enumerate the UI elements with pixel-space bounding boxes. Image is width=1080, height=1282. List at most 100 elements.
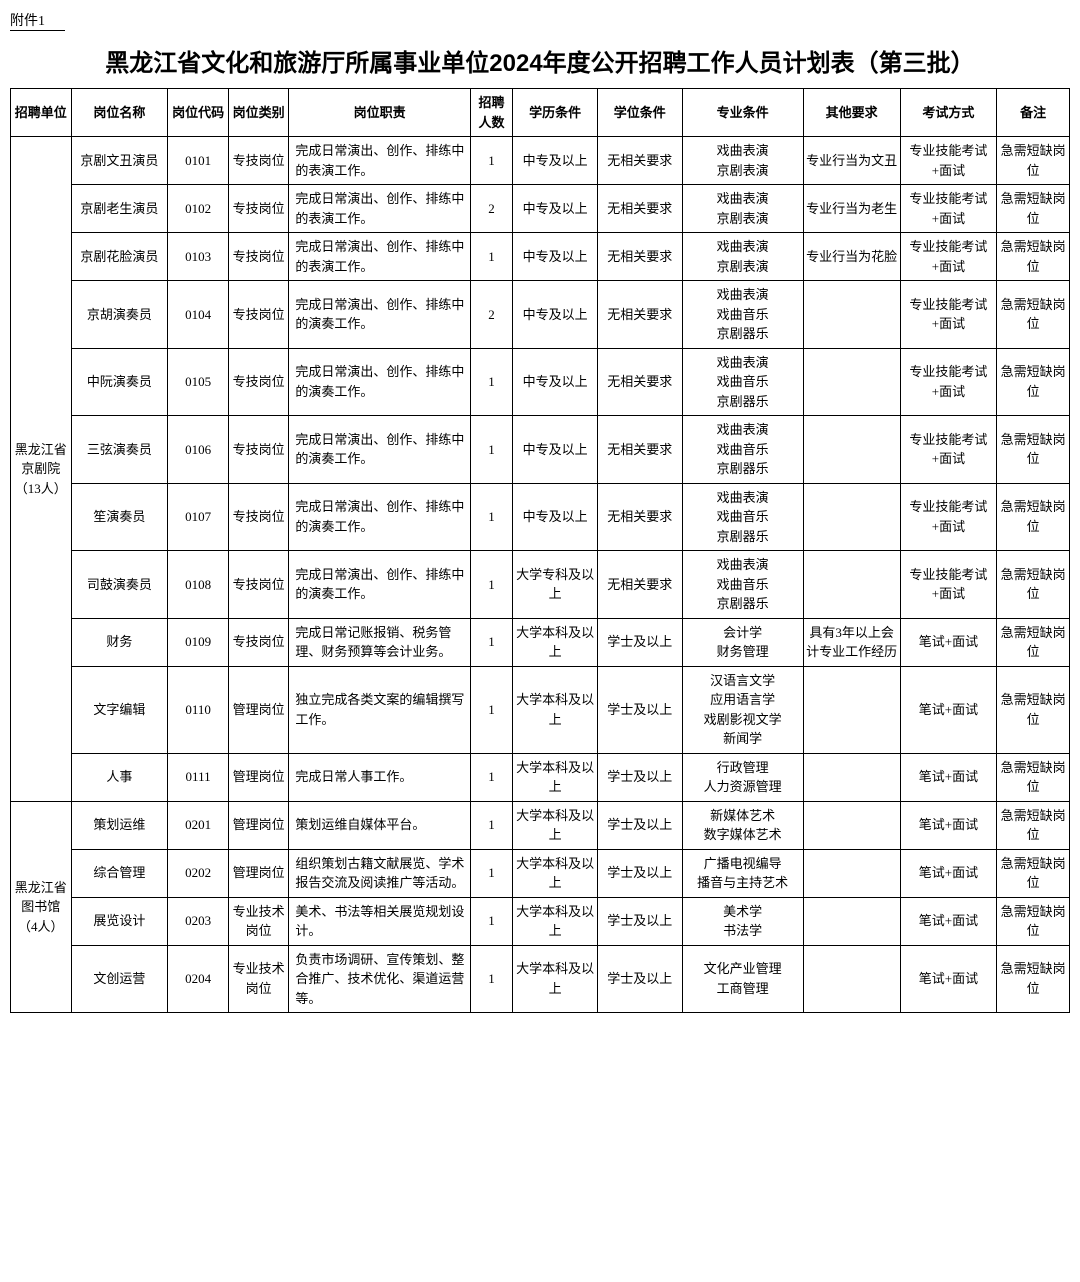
position-name: 文字编辑 [71,666,168,753]
col-other: 其他要求 [803,89,900,137]
major-req: 戏曲表演戏曲音乐京剧器乐 [682,416,803,484]
position-name: 中阮演奏员 [71,348,168,416]
position-code: 0109 [168,618,229,666]
degree-req: 无相关要求 [597,185,682,233]
degree-req: 学士及以上 [597,897,682,945]
col-exam: 考试方式 [900,89,997,137]
position-duty: 独立完成各类文案的编辑撰写工作。 [289,666,471,753]
table-row: 综合管理0202管理岗位组织策划古籍文献展览、学术报告交流及阅读推广等活动。1大… [11,849,1070,897]
position-code: 0201 [168,801,229,849]
position-code: 0204 [168,945,229,1013]
position-code: 0110 [168,666,229,753]
table-row: 黑龙江省京剧院（13人）京剧文丑演员0101专技岗位完成日常演出、创作、排练中的… [11,137,1070,185]
table-row: 展览设计0203专业技术岗位美术、书法等相关展览规划设计。1大学本科及以上学士及… [11,897,1070,945]
position-duty: 完成日常演出、创作、排练中的表演工作。 [289,185,471,233]
degree-req: 学士及以上 [597,753,682,801]
recruitment-table: 招聘单位 岗位名称 岗位代码 岗位类别 岗位职责 招聘人数 学历条件 学位条件 … [10,88,1070,1013]
position-duty: 完成日常演出、创作、排练中的演奏工作。 [289,348,471,416]
table-header-row: 招聘单位 岗位名称 岗位代码 岗位类别 岗位职责 招聘人数 学历条件 学位条件 … [11,89,1070,137]
table-row: 司鼓演奏员0108专技岗位完成日常演出、创作、排练中的演奏工作。1大学专科及以上… [11,551,1070,619]
position-code: 0104 [168,281,229,349]
degree-req: 无相关要求 [597,416,682,484]
position-name: 司鼓演奏员 [71,551,168,619]
education-req: 中专及以上 [513,281,598,349]
position-code: 0107 [168,483,229,551]
recruit-count: 1 [470,753,512,801]
col-unit: 招聘单位 [11,89,72,137]
education-req: 中专及以上 [513,416,598,484]
position-duty: 完成日常记账报销、税务管理、财务预算等会计业务。 [289,618,471,666]
recruit-count: 1 [470,618,512,666]
exam-method: 笔试+面试 [900,945,997,1013]
position-duty: 完成日常演出、创作、排练中的演奏工作。 [289,551,471,619]
position-type: 专技岗位 [228,348,289,416]
exam-method: 专业技能考试+面试 [900,348,997,416]
position-name: 京剧老生演员 [71,185,168,233]
education-req: 中专及以上 [513,483,598,551]
education-req: 中专及以上 [513,185,598,233]
exam-method: 专业技能考试+面试 [900,483,997,551]
other-req: 专业行当为老生 [803,185,900,233]
education-req: 大学本科及以上 [513,618,598,666]
position-name: 京剧文丑演员 [71,137,168,185]
position-name: 文创运营 [71,945,168,1013]
degree-req: 无相关要求 [597,551,682,619]
other-req [803,945,900,1013]
recruit-count: 1 [470,137,512,185]
position-name: 财务 [71,618,168,666]
position-name: 综合管理 [71,849,168,897]
remark: 急需短缺岗位 [997,945,1070,1013]
degree-req: 无相关要求 [597,281,682,349]
major-req: 戏曲表演京剧表演 [682,137,803,185]
remark: 急需短缺岗位 [997,483,1070,551]
exam-method: 专业技能考试+面试 [900,185,997,233]
recruit-count: 2 [470,185,512,233]
remark: 急需短缺岗位 [997,666,1070,753]
degree-req: 学士及以上 [597,849,682,897]
major-req: 会计学财务管理 [682,618,803,666]
position-duty: 完成日常人事工作。 [289,753,471,801]
education-req: 中专及以上 [513,137,598,185]
education-req: 大学本科及以上 [513,801,598,849]
col-name: 岗位名称 [71,89,168,137]
other-req [803,281,900,349]
exam-method: 专业技能考试+面试 [900,233,997,281]
recruit-count: 1 [470,416,512,484]
exam-method: 笔试+面试 [900,753,997,801]
recruit-count: 1 [470,801,512,849]
position-duty: 美术、书法等相关展览规划设计。 [289,897,471,945]
position-code: 0108 [168,551,229,619]
exam-method: 专业技能考试+面试 [900,551,997,619]
position-duty: 负责市场调研、宣传策划、整合推广、技术优化、渠道运营等。 [289,945,471,1013]
position-type: 专业技术岗位 [228,897,289,945]
position-type: 专技岗位 [228,137,289,185]
other-req [803,897,900,945]
exam-method: 专业技能考试+面试 [900,416,997,484]
education-req: 大学本科及以上 [513,666,598,753]
page-title: 黑龙江省文化和旅游厅所属事业单位2024年度公开招聘工作人员计划表（第三批） [10,43,1070,78]
other-req [803,416,900,484]
position-name: 京剧花脸演员 [71,233,168,281]
recruit-count: 1 [470,897,512,945]
remark: 急需短缺岗位 [997,801,1070,849]
degree-req: 学士及以上 [597,945,682,1013]
other-req [803,801,900,849]
position-type: 专技岗位 [228,185,289,233]
position-duty: 完成日常演出、创作、排练中的演奏工作。 [289,416,471,484]
major-req: 戏曲表演戏曲音乐京剧器乐 [682,483,803,551]
other-req [803,551,900,619]
other-req [803,348,900,416]
position-name: 展览设计 [71,897,168,945]
position-code: 0103 [168,233,229,281]
table-row: 京胡演奏员0104专技岗位完成日常演出、创作、排练中的演奏工作。2中专及以上无相… [11,281,1070,349]
col-duty: 岗位职责 [289,89,471,137]
position-code: 0105 [168,348,229,416]
col-degree: 学位条件 [597,89,682,137]
position-type: 专技岗位 [228,551,289,619]
position-code: 0102 [168,185,229,233]
exam-method: 笔试+面试 [900,849,997,897]
other-req [803,666,900,753]
degree-req: 学士及以上 [597,801,682,849]
col-edu: 学历条件 [513,89,598,137]
recruit-count: 1 [470,945,512,1013]
